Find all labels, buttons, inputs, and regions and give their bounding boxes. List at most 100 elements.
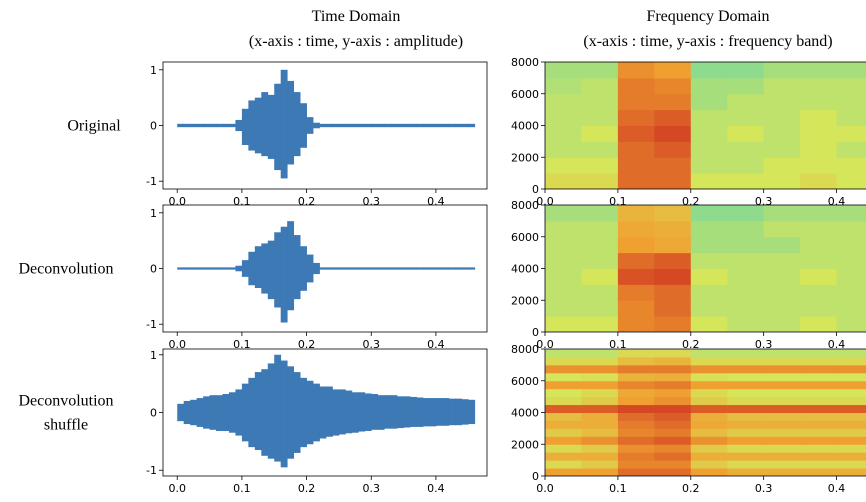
waveform-segment xyxy=(216,267,223,270)
heatmap-cell xyxy=(654,388,692,398)
heatmap-cell xyxy=(545,173,582,189)
heatmap-cell xyxy=(763,125,801,142)
heatmap-cell xyxy=(763,404,801,413)
waveform-segment xyxy=(377,395,385,430)
waveform-segment xyxy=(235,265,243,272)
plot-area xyxy=(545,205,866,332)
heatmap-cell xyxy=(581,252,619,269)
heatmap-cell xyxy=(581,141,619,158)
heatmap-cell xyxy=(654,428,692,437)
waveform-segment xyxy=(300,377,307,448)
y-tick-label: 0 xyxy=(532,470,539,483)
heatmap-cell xyxy=(836,349,866,358)
waveform-segment xyxy=(293,372,301,453)
heatmap-cell xyxy=(617,236,655,254)
waveform-segment xyxy=(410,396,417,427)
x-tick-label: 0.4 xyxy=(828,338,846,351)
waveform-segment xyxy=(300,103,307,148)
heatmap-cell xyxy=(800,141,838,158)
column-title: Time Domain xyxy=(312,8,401,25)
waveform-segment xyxy=(397,396,404,429)
waveform-segment xyxy=(274,354,282,462)
heatmap-cell xyxy=(654,220,692,238)
heatmap-cell xyxy=(581,452,619,461)
heatmap-cell xyxy=(690,404,728,413)
heatmap-cell xyxy=(836,93,866,111)
heatmap-cell xyxy=(800,125,838,142)
heatmap-cell xyxy=(727,125,765,142)
heatmap-cell xyxy=(800,372,838,382)
heatmap-cell xyxy=(545,205,582,222)
heatmap-cell xyxy=(727,356,765,366)
waveform-segment xyxy=(351,267,359,270)
row-label: Deconvolution xyxy=(18,261,113,278)
waveform-segment xyxy=(241,108,249,145)
heatmap-cell xyxy=(800,356,838,366)
heatmap-cell xyxy=(690,109,728,126)
heatmap-cell xyxy=(581,236,619,254)
plot-area xyxy=(545,62,866,189)
y-tick-label: 8000 xyxy=(511,343,539,356)
heatmap-cell xyxy=(727,157,765,174)
heatmap-cell xyxy=(617,364,655,374)
waveform-segment xyxy=(267,240,275,300)
heatmap-cell xyxy=(727,396,765,406)
heatmap-cell xyxy=(836,428,866,437)
heatmap-cell xyxy=(690,236,728,254)
heatmap-cell xyxy=(763,356,801,366)
waveform-segment xyxy=(345,390,353,434)
waveform-segment xyxy=(319,123,327,128)
heatmap-cell xyxy=(617,252,655,269)
waveform-segment xyxy=(313,122,320,129)
heatmap-cell xyxy=(654,349,692,358)
y-tick-label: 0 xyxy=(532,183,539,196)
waveform-segment xyxy=(371,267,379,270)
waveform-segment xyxy=(287,80,295,165)
heatmap-cell xyxy=(617,372,655,382)
waveform-segment xyxy=(196,123,204,128)
waveform-segment xyxy=(325,386,333,437)
heatmap-cell xyxy=(727,93,765,111)
heatmap-cell xyxy=(690,388,728,398)
waveform-segment xyxy=(403,267,411,270)
heatmap-cell xyxy=(727,236,765,254)
y-tick-label: 0 xyxy=(150,263,157,276)
heatmap-cell xyxy=(545,300,582,317)
heatmap-cell xyxy=(800,460,838,469)
x-tick-label: 0.0 xyxy=(536,338,554,351)
waveform-segment xyxy=(280,69,288,179)
heatmap-cell xyxy=(763,349,801,358)
heatmap-cell xyxy=(836,404,866,413)
heatmap-cell xyxy=(727,220,765,238)
heatmap-cell xyxy=(727,62,765,79)
heatmap-cell xyxy=(727,109,765,126)
y-tick-label: -1 xyxy=(146,175,157,188)
subplot: 0.0 0.1 0.2 0.3 0.4 0 2000 4000 6000 8000 xyxy=(511,343,866,495)
waveform-segment xyxy=(203,123,210,128)
y-tick-label: 8000 xyxy=(511,199,539,212)
heatmap-cell xyxy=(654,236,692,254)
waveform-segment xyxy=(403,123,411,128)
heatmap-cell xyxy=(581,404,619,413)
heatmap-cell xyxy=(654,468,692,476)
waveform-segment xyxy=(222,123,230,128)
waveform-segment xyxy=(345,123,353,128)
heatmap-cell xyxy=(617,316,655,332)
heatmap-cell xyxy=(800,93,838,111)
waveform-segment xyxy=(183,267,191,270)
x-tick-label: 0.4 xyxy=(427,482,445,495)
heatmap-cell xyxy=(654,109,692,126)
heatmap-cell xyxy=(727,300,765,317)
heatmap-cell xyxy=(654,396,692,406)
waveform-segment xyxy=(384,123,392,128)
heatmap-cell xyxy=(836,444,866,453)
heatmap-cell xyxy=(690,93,728,111)
waveform-segment xyxy=(429,398,437,427)
row-label: shuffle xyxy=(44,417,88,434)
waveform-segment xyxy=(261,369,269,456)
waveform-segment xyxy=(325,123,333,128)
heatmap-cell xyxy=(581,157,619,174)
heatmap-cell xyxy=(654,252,692,269)
waveform-segment xyxy=(209,123,217,128)
heatmap-cell xyxy=(581,77,619,95)
